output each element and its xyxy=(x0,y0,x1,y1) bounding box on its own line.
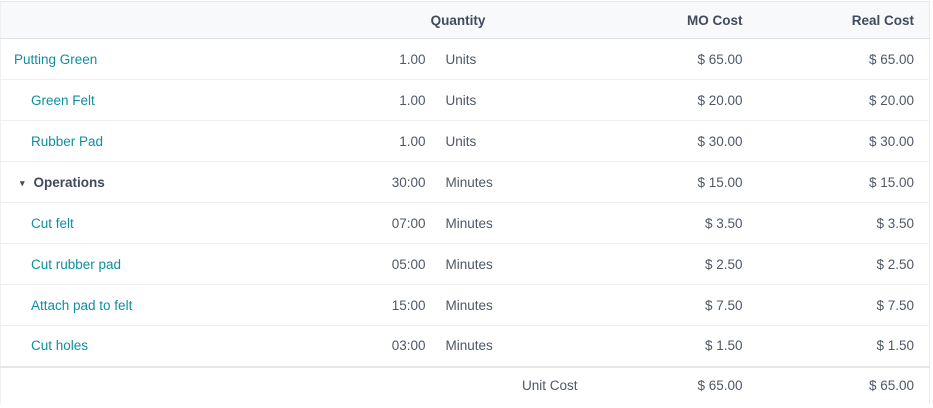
operation-cell: Cut felt xyxy=(1,203,336,244)
mo-cost-value: $ 3.50 xyxy=(704,215,743,231)
component-cell: Green Felt xyxy=(1,80,336,121)
operation-cell: Cut rubber pad xyxy=(1,244,336,285)
component-link-green-felt[interactable]: Green Felt xyxy=(31,92,95,108)
product-cell: Putting Green xyxy=(1,39,336,80)
unit-cost-label: Unit Cost xyxy=(521,378,578,393)
real-cost-value: $ 2.50 xyxy=(876,256,915,272)
real-cost-value: $ 15.00 xyxy=(868,174,915,190)
real-cost-value: $ 3.50 xyxy=(876,215,915,231)
table-footer: Unit Cost $ 65.00 $ 65.00 xyxy=(0,366,930,404)
table-row-cut-rubber-pad: Cut rubber pad 05:00 Minutes $ 2.50 $ 2.… xyxy=(0,243,930,285)
component-link-rubber-pad[interactable]: Rubber Pad xyxy=(31,133,104,149)
unit-cost-row: Unit Cost $ 65.00 $ 65.00 xyxy=(0,366,930,404)
component-cell: Rubber Pad xyxy=(1,121,336,162)
unit-label: Units xyxy=(445,133,477,149)
quantity-value: 1.00 xyxy=(399,92,426,108)
real-cost-value: $ 30.00 xyxy=(868,133,915,149)
operation-cell: Attach pad to felt xyxy=(1,285,336,326)
mo-cost-value: $ 1.50 xyxy=(704,338,743,354)
operations-group-label: Operations xyxy=(33,174,105,190)
table-header: Quantity MO Cost Real Cost xyxy=(0,1,930,39)
mo-cost-value: $ 7.50 xyxy=(704,297,743,313)
unit-label: Minutes xyxy=(445,338,493,354)
real-cost-value: $ 65.00 xyxy=(868,51,915,67)
caret-down-icon[interactable]: ▾ xyxy=(20,177,25,188)
operation-link-cut-felt[interactable]: Cut felt xyxy=(31,215,74,231)
quantity-value: 07:00 xyxy=(391,215,426,231)
quantity-value: 30:00 xyxy=(391,174,426,190)
table-row-green-felt: Green Felt 1.00 Units $ 20.00 $ 20.00 xyxy=(0,79,930,121)
real-cost-value: $ 20.00 xyxy=(868,92,915,108)
unit-label: Minutes xyxy=(445,215,493,231)
mo-cost-value: $ 2.50 xyxy=(704,256,743,272)
quantity-value: 1.00 xyxy=(399,51,426,67)
product-link-putting-green[interactable]: Putting Green xyxy=(14,51,98,67)
table-row-putting-green: Putting Green 1.00 Units $ 65.00 $ 65.00 xyxy=(0,38,930,80)
table-row-rubber-pad: Rubber Pad 1.00 Units $ 30.00 $ 30.00 xyxy=(0,120,930,162)
table-row-cut-felt: Cut felt 07:00 Minutes $ 3.50 $ 3.50 xyxy=(0,202,930,244)
mo-cost-value: $ 15.00 xyxy=(697,174,743,190)
mo-cost-value: $ 65.00 xyxy=(697,51,743,67)
quantity-value: 1.00 xyxy=(399,133,426,149)
unit-label: Units xyxy=(445,92,477,108)
quantity-value: 15:00 xyxy=(391,297,426,313)
unit-label: Minutes xyxy=(445,256,493,272)
unit-cost-mo-value: $ 65.00 xyxy=(697,378,743,393)
unit-label: Minutes xyxy=(445,174,493,190)
mo-cost-value: $ 20.00 xyxy=(697,92,743,108)
operation-link-cut-holes[interactable]: Cut holes xyxy=(31,338,89,354)
column-header-mo-cost: MO Cost xyxy=(687,12,743,28)
quantity-value: 05:00 xyxy=(391,256,426,272)
table-row-attach-pad-to-felt: Attach pad to felt 15:00 Minutes $ 7.50 … xyxy=(0,284,930,326)
unit-label: Minutes xyxy=(445,297,493,313)
quantity-value: 03:00 xyxy=(391,338,426,354)
operation-cell: Cut holes xyxy=(1,326,336,367)
real-cost-value: $ 7.50 xyxy=(876,297,915,313)
column-header-real-cost: Real Cost xyxy=(851,12,915,28)
operations-group-toggle[interactable]: ▾ Operations xyxy=(1,162,336,203)
table-row-operations: ▾ Operations 30:00 Minutes $ 15.00 $ 15.0… xyxy=(0,161,930,203)
operation-link-attach-pad-to-felt[interactable]: Attach pad to felt xyxy=(31,297,133,313)
unit-label: Units xyxy=(445,51,477,67)
table-body: Putting Green 1.00 Units $ 65.00 $ 65.00… xyxy=(0,38,930,367)
operation-link-cut-rubber-pad[interactable]: Cut rubber pad xyxy=(31,256,122,272)
mo-cost-value: $ 30.00 xyxy=(697,133,743,149)
column-header-name xyxy=(1,2,336,39)
column-header-quantity: Quantity xyxy=(430,12,486,28)
real-cost-value: $ 1.50 xyxy=(876,338,915,354)
table-row-cut-holes: Cut holes 03:00 Minutes $ 1.50 $ 1.50 xyxy=(0,325,930,367)
header-row: Quantity MO Cost Real Cost xyxy=(0,1,930,39)
unit-cost-real-value: $ 65.00 xyxy=(868,378,915,393)
